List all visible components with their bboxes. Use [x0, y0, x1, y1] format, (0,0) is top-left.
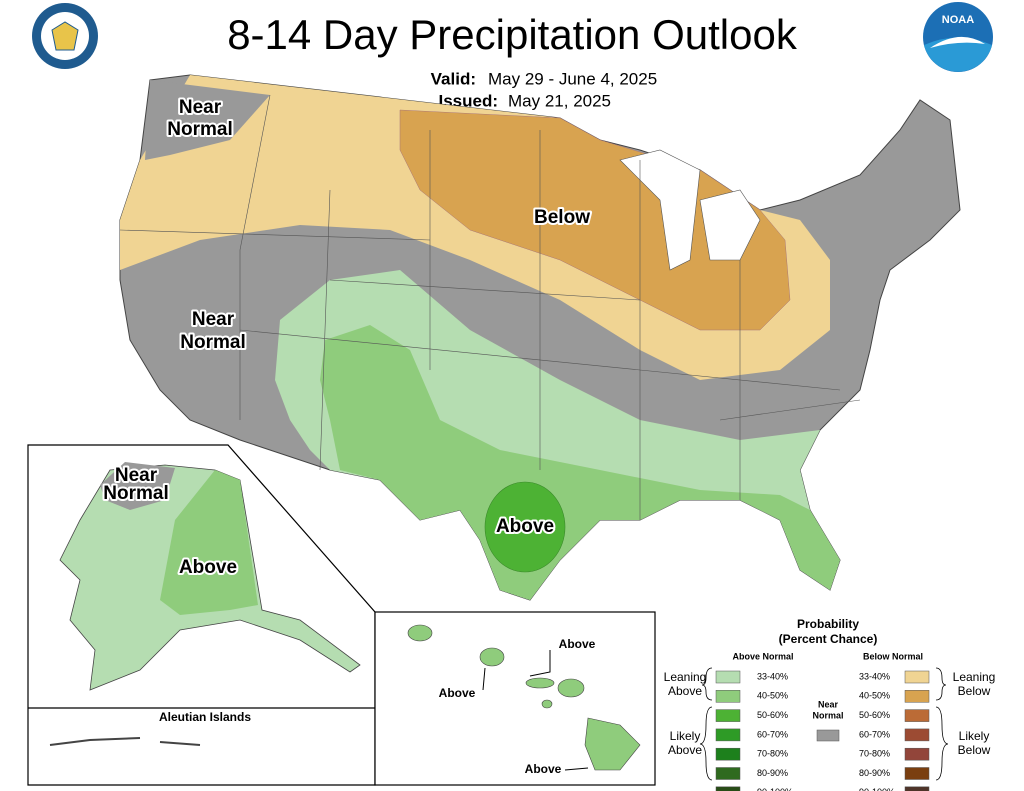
legend-range: 60-70% — [859, 729, 890, 739]
legend-swatch — [715, 709, 741, 722]
region-label: Above — [525, 762, 562, 776]
legend-range: 40-50% — [859, 691, 890, 701]
legend-range: 33-40% — [757, 671, 788, 681]
region-label: Above — [559, 637, 596, 651]
legend-near: Normal — [812, 710, 843, 720]
region-label: Below — [534, 207, 590, 228]
region-label: Normal — [103, 483, 168, 504]
region-label: Normal — [180, 332, 245, 353]
legend-swatch — [715, 786, 741, 791]
below-area — [399, 109, 791, 331]
legend-range: 33-40% — [859, 671, 890, 681]
legend-swatch — [904, 690, 930, 703]
above-area — [320, 325, 840, 600]
legend-swatch — [816, 729, 840, 742]
legend-swatch — [904, 709, 930, 722]
title: 8-14 Day Precipitation Outlook — [227, 11, 798, 58]
legend-range: 70-80% — [757, 749, 788, 759]
legend-header: Above Normal — [732, 651, 793, 661]
great-lakes — [619, 149, 761, 271]
legend-range: 80-90% — [757, 768, 788, 778]
likely-above-area — [484, 481, 566, 573]
alaska-inset: Near Normal Above Aleutian Islands — [27, 444, 376, 786]
conus-map: Near Normal Near Normal Below Above — [119, 74, 961, 601]
noaa-logo: NOAA — [923, 2, 993, 72]
legend-group: Above — [668, 684, 702, 698]
state-borders — [119, 94, 861, 520]
legend-swatch — [904, 767, 930, 780]
legend-header: Below Normal — [863, 651, 923, 661]
legend-group: Below — [958, 743, 991, 757]
legend-title: Probability — [797, 617, 859, 631]
issued-date: May 21, 2025 — [508, 91, 611, 110]
legend-swatch — [715, 747, 741, 761]
region-label: Above — [439, 686, 476, 700]
legend-swatch — [715, 670, 741, 684]
legend-group: Likely — [670, 729, 701, 743]
legend-range: 70-80% — [859, 749, 890, 759]
region-label: Normal — [167, 119, 232, 140]
region-label: Near — [179, 97, 222, 118]
region-label: Near — [115, 465, 158, 486]
legend-group: Leaning — [953, 670, 996, 684]
legend-swatch — [904, 670, 930, 684]
valid-label: Valid: — [431, 69, 476, 88]
legend-swatch — [904, 786, 930, 791]
legend-range: 40-50% — [757, 691, 788, 701]
legend-swatch — [904, 728, 930, 742]
legend-range: 80-90% — [859, 768, 890, 778]
inset-title: Aleutian Islands — [159, 710, 251, 724]
legend-range: 90-100% — [757, 787, 793, 791]
region-label: Above — [496, 516, 554, 537]
hawaii-inset: Above Above Above — [374, 611, 656, 786]
legend-range: 50-60% — [757, 710, 788, 720]
leaning-above-area — [275, 270, 840, 600]
legend-range: 90-100% — [859, 787, 895, 791]
legend: Probability (Percent Chance) Above Norma… — [664, 617, 996, 791]
legend-group: Below — [958, 684, 991, 698]
legend-swatch — [715, 728, 741, 742]
region-label: Near — [192, 309, 235, 330]
region-label: Above — [179, 557, 237, 578]
legend-range: 60-70% — [757, 729, 788, 739]
valid-dates: May 29 - June 4, 2025 — [488, 69, 657, 88]
legend-group: Leaning — [664, 670, 707, 684]
legend-group: Above — [668, 743, 702, 757]
legend-swatch — [715, 767, 741, 780]
commerce-seal — [32, 3, 98, 69]
legend-swatch — [715, 690, 741, 703]
legend-title: (Percent Chance) — [779, 632, 878, 646]
legend-near: Near — [818, 699, 839, 709]
legend-swatch — [904, 747, 930, 761]
legend-range: 50-60% — [859, 710, 890, 720]
logo-text: NOAA — [942, 14, 974, 26]
near-normal-area — [145, 80, 270, 160]
legend-group: Likely — [959, 729, 990, 743]
